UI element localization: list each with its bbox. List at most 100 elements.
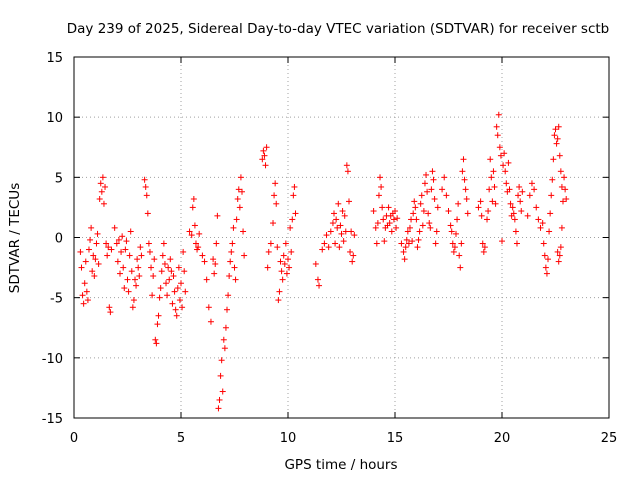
data-point [100, 200, 107, 207]
data-point [343, 162, 350, 169]
data-point [489, 198, 496, 205]
data-point [375, 192, 382, 199]
data-point [460, 156, 467, 163]
data-point [144, 210, 151, 217]
data-point [189, 204, 196, 211]
data-point [289, 216, 296, 223]
data-point [149, 292, 156, 299]
data-point [230, 224, 237, 231]
data-point [374, 220, 381, 227]
y-tick-label: -10 [42, 352, 63, 367]
data-point [261, 152, 268, 159]
data-point [477, 198, 484, 205]
data-point [488, 174, 495, 181]
data-point [196, 230, 203, 237]
data-point [168, 268, 175, 275]
data-point [412, 204, 419, 211]
axes [73, 56, 610, 419]
data-point [210, 256, 217, 263]
data-point [259, 156, 266, 163]
data-point [79, 292, 86, 299]
data-point [80, 300, 87, 307]
data-point [433, 228, 440, 235]
data-point [219, 388, 226, 395]
data-point [420, 208, 427, 215]
data-point [496, 144, 503, 151]
data-point [148, 264, 155, 271]
data-point [203, 276, 210, 283]
data-point [418, 192, 425, 199]
data-point [205, 304, 212, 311]
data-point [494, 132, 501, 139]
data-point [493, 123, 500, 130]
data-point [400, 248, 407, 255]
data-point [78, 264, 85, 271]
data-point [373, 240, 380, 247]
data-point [95, 260, 102, 267]
data-point [260, 147, 267, 154]
data-point [158, 268, 165, 275]
data-point [263, 144, 270, 151]
data-point [510, 210, 517, 217]
data-point [274, 244, 281, 251]
data-point [102, 183, 109, 190]
data-point [392, 208, 398, 215]
data-point [461, 176, 468, 183]
data-point [127, 228, 134, 235]
data-point [378, 183, 385, 190]
data-point [271, 192, 278, 199]
data-point [291, 183, 298, 190]
data-point [447, 222, 454, 229]
data-point [372, 224, 379, 231]
data-point [104, 252, 111, 259]
data-point [501, 150, 508, 157]
data-point [232, 276, 239, 283]
y-tick-label: 5 [55, 171, 63, 186]
data-point [142, 183, 149, 190]
data-point [151, 256, 158, 263]
data-point [159, 252, 166, 259]
data-point [454, 216, 461, 223]
data-point [215, 405, 222, 412]
data-point [98, 188, 105, 195]
data-point [92, 256, 99, 263]
data-point [290, 192, 297, 199]
data-point [221, 345, 228, 352]
data-point [166, 276, 173, 283]
data-point [546, 228, 553, 235]
data-point [164, 292, 171, 299]
data-point [292, 210, 299, 217]
data-point [543, 270, 550, 277]
data-point [344, 168, 351, 175]
data-point [441, 174, 448, 181]
x-axis-label: GPS time / hours [284, 457, 397, 473]
data-point [152, 336, 159, 343]
data-point [380, 216, 387, 223]
data-point [325, 244, 332, 251]
data-point [129, 304, 136, 311]
data-point [81, 280, 88, 287]
x-tick-labels: 0 5 10 15 20 25 [70, 431, 617, 446]
data-point [445, 208, 452, 215]
data-point [182, 288, 189, 295]
data-point [179, 304, 186, 311]
data-point [485, 208, 492, 215]
data-point [518, 208, 525, 215]
data-point [452, 230, 459, 237]
data-point [386, 220, 393, 227]
data-point [231, 264, 238, 271]
data-point [181, 268, 188, 275]
data-point [404, 228, 411, 235]
data-point [165, 264, 172, 271]
data-point [406, 224, 413, 231]
data-point [405, 240, 412, 247]
data-point [421, 180, 428, 187]
data-point [130, 297, 137, 304]
data-point [141, 176, 148, 183]
data-point [348, 228, 355, 235]
data-point [192, 240, 199, 247]
data-point [551, 132, 558, 139]
data-point [517, 198, 524, 205]
data-point [557, 168, 564, 175]
data-point [449, 240, 456, 247]
